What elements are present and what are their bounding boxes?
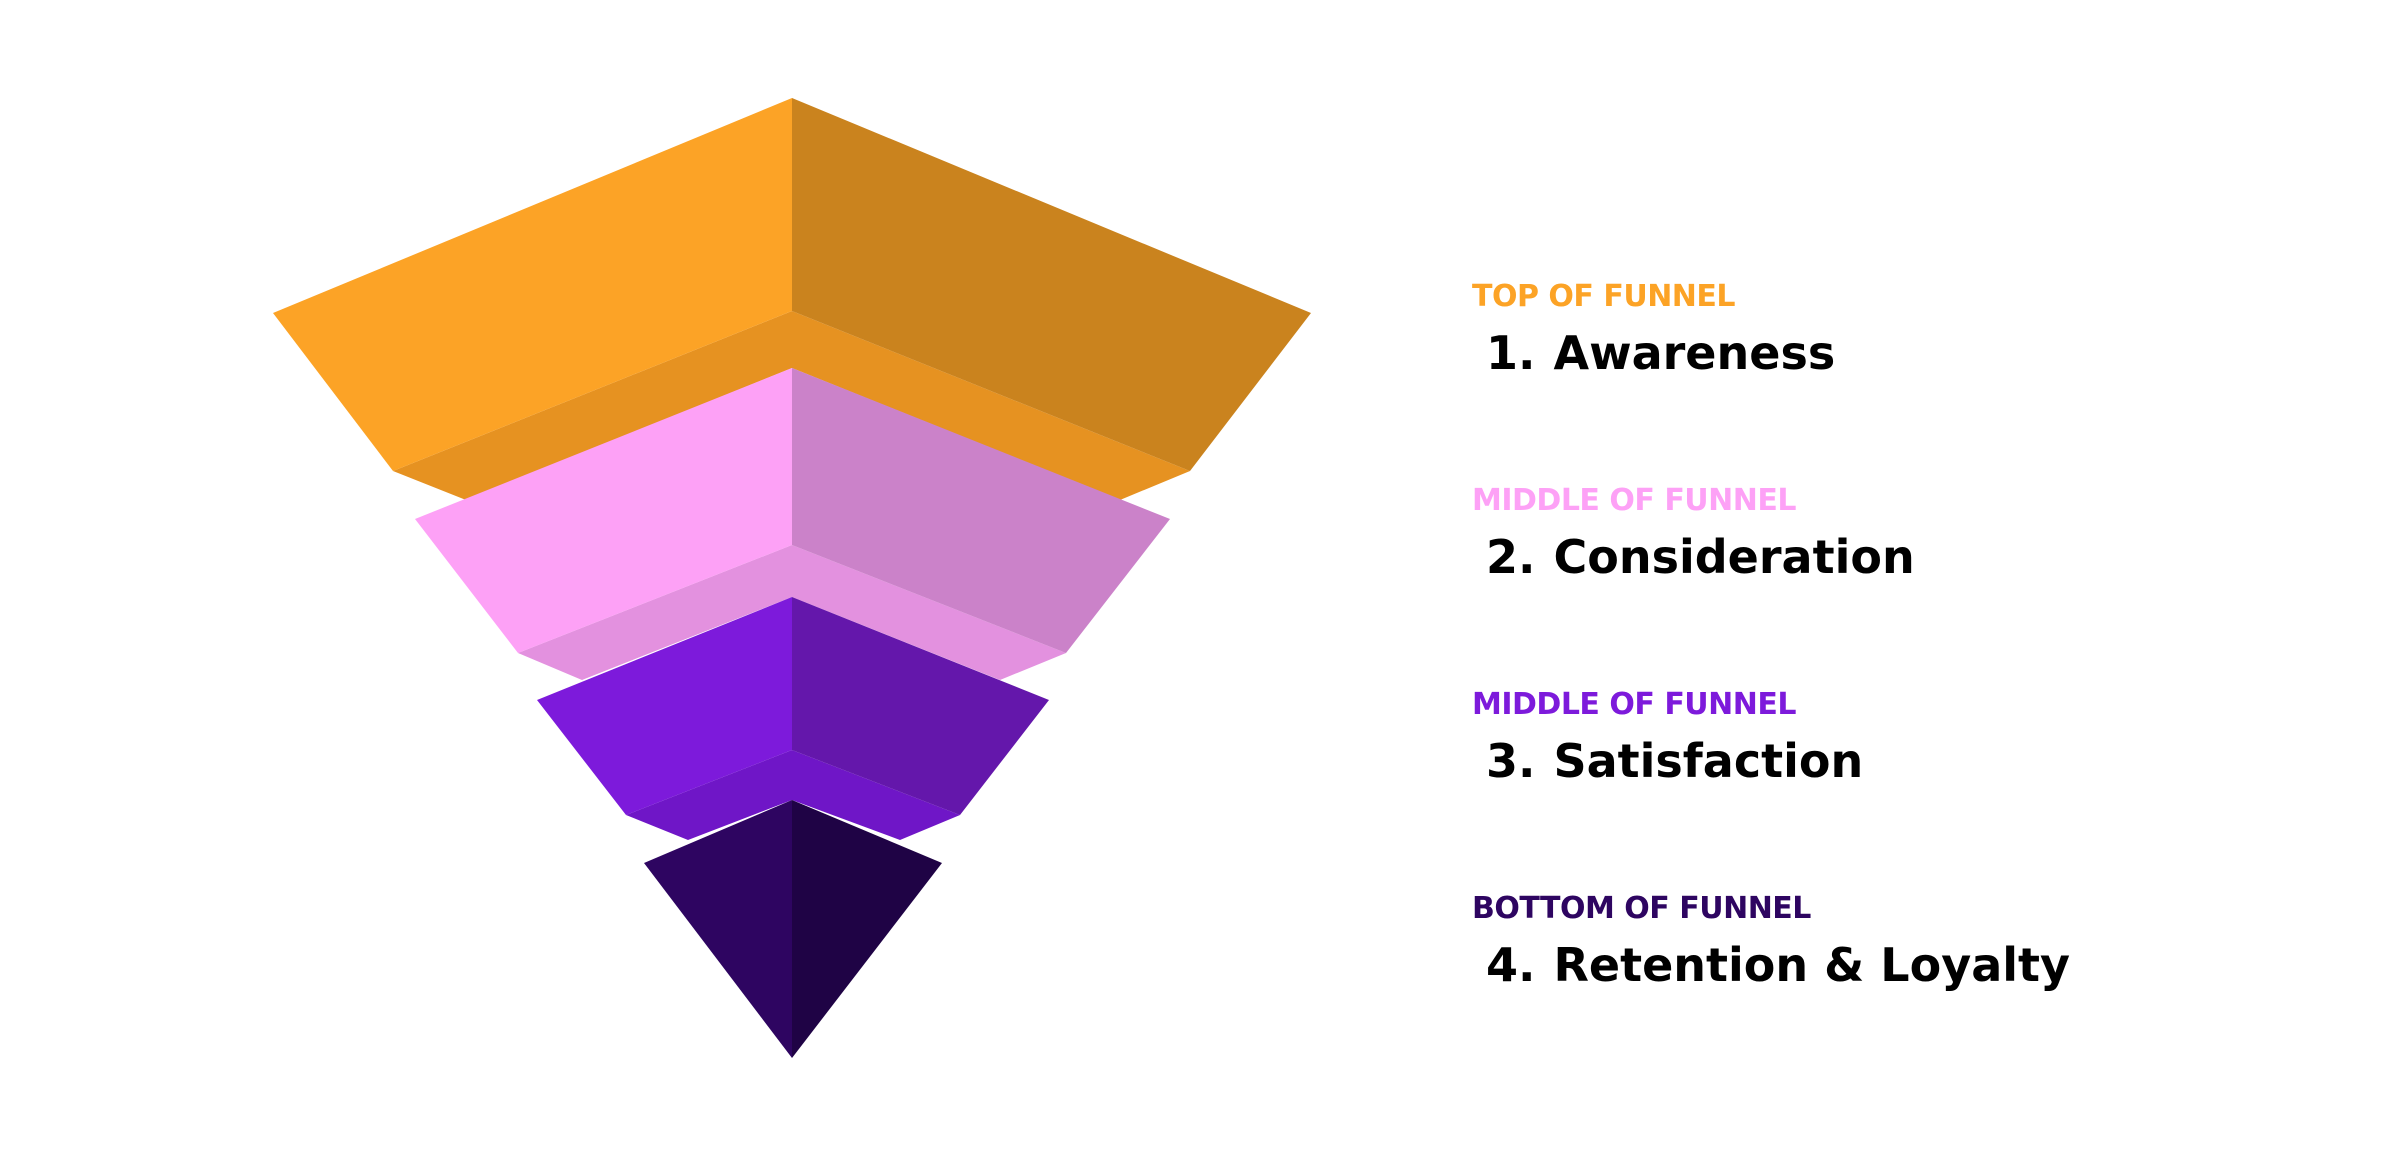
stage-name: Retention & Loyalty xyxy=(1553,938,2070,992)
stage-title: 3. Satisfaction xyxy=(1486,734,2352,788)
funnel-stage-retention xyxy=(644,800,942,1058)
stage-name: Satisfaction xyxy=(1553,734,1864,788)
funnel-stage-satisfaction-inner-face xyxy=(626,750,960,840)
funnel-stage-awareness xyxy=(273,98,1311,500)
stage-number: 1. xyxy=(1486,326,1536,380)
stage-number: 2. xyxy=(1486,530,1536,584)
funnel-stage-awareness-left-face xyxy=(273,98,792,471)
funnel-stage-consideration-inner-face xyxy=(518,545,1066,680)
stage-tag: MIDDLE OF FUNNEL xyxy=(1472,483,1797,518)
funnel-stage-consideration xyxy=(415,368,1170,680)
funnel-stage-retention-left-face xyxy=(644,800,792,1058)
stage-name: Consideration xyxy=(1553,530,1915,584)
stage-title: 4. Retention & Loyalty xyxy=(1486,938,2352,992)
stage-tag: BOTTOM OF FUNNEL xyxy=(1472,891,1811,926)
legend-stage-awareness: TOP OF FUNNEL 1. Awareness xyxy=(1472,279,2352,381)
legend-stage-retention: BOTTOM OF FUNNEL 4. Retention & Loyalty xyxy=(1472,891,2352,993)
stage-title: 1. Awareness xyxy=(1486,326,2352,380)
stage-title: 2. Consideration xyxy=(1486,530,2352,584)
funnel-stage-retention-right-face xyxy=(792,800,942,1058)
legend-stage-consideration: MIDDLE OF FUNNEL 2. Consideration xyxy=(1472,483,2352,585)
stage-name: Awareness xyxy=(1553,326,1836,380)
funnel-stage-satisfaction-right-face xyxy=(792,597,1049,815)
funnel-stage-awareness-right-face xyxy=(792,98,1311,471)
funnel-stage-consideration-right-face xyxy=(792,368,1170,653)
funnel-stage-consideration-left-face xyxy=(415,368,792,653)
stage-number: 3. xyxy=(1486,734,1536,788)
legend-stage-satisfaction: MIDDLE OF FUNNEL 3. Satisfaction xyxy=(1472,687,2352,789)
stage-number: 4. xyxy=(1486,938,1536,992)
funnel-stage-satisfaction-left-face xyxy=(537,597,792,815)
stage-tag: MIDDLE OF FUNNEL xyxy=(1472,687,1797,722)
funnel-stage-awareness-inner-face xyxy=(393,311,1190,500)
stage-tag: TOP OF FUNNEL xyxy=(1472,279,1736,314)
funnel-stage-satisfaction xyxy=(537,597,1049,840)
